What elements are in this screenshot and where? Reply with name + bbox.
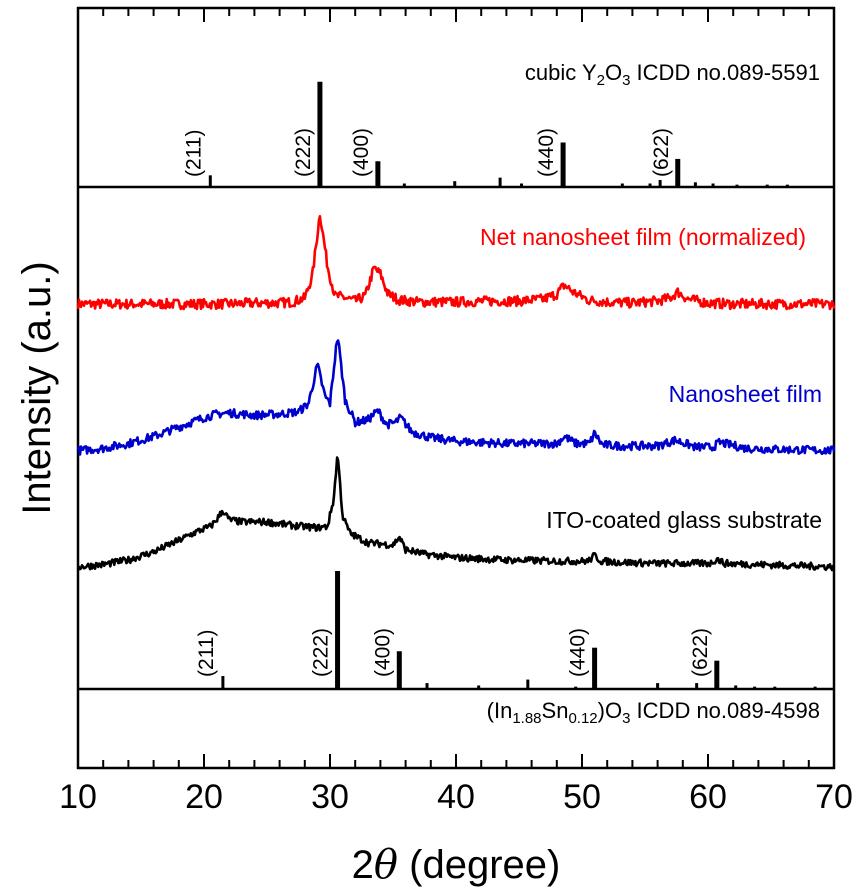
bottom-reference-hkl-label: (400) — [371, 628, 394, 677]
x-tick-label-40: 40 — [437, 778, 475, 816]
label-subscript: 0.12 — [568, 710, 597, 727]
x-axis-label-theta: θ — [374, 842, 398, 888]
top-reference-hkl-label: (222) — [292, 128, 315, 177]
x-tick-label-10: 10 — [59, 778, 97, 816]
label-subscript: 2 — [597, 72, 605, 89]
diffraction-traces — [76, 215, 836, 572]
top-reference-pattern: (211) (222) (400) (440) (622) — [182, 81, 789, 187]
trace-net-nanosheet-film-normalized — [76, 215, 836, 311]
x-tick-label-50: 50 — [563, 778, 601, 816]
label-text: (In — [487, 698, 513, 723]
label-subscript: 3 — [622, 710, 630, 727]
x-tick-label-60: 60 — [689, 778, 727, 816]
label-text: O — [605, 60, 622, 85]
bottom-reference-pattern: (211) (222) (400) (440) (622) — [195, 571, 817, 689]
trace-nanosheet-film — [76, 339, 836, 456]
x-tick-labels: 10 20 30 40 50 60 70 — [59, 778, 853, 816]
top-reference-label: cubic Y2O3 ICDD no.089-5591 — [525, 60, 820, 89]
x-tick-label-20: 20 — [185, 778, 223, 816]
bottom-axis-ticks — [77, 754, 835, 768]
series-label-net-nanosheet-film: Net nanosheet film (normalized) — [480, 224, 806, 250]
bottom-reference-hkl-label: (211) — [195, 630, 218, 677]
bottom-reference-label: (In1.88Sn0.12)O3 ICDD no.089-4598 — [487, 698, 820, 727]
series-label-nanosheet-film: Nanosheet film — [669, 381, 822, 407]
bottom-reference-hkl-label: (622) — [689, 628, 712, 677]
label-text: ICDD no.089-4598 — [630, 698, 820, 723]
label-text: cubic Y — [525, 60, 597, 85]
x-axis-label-prefix: 2 — [352, 843, 374, 887]
top-axis-ticks — [77, 8, 835, 22]
label-subscript: 1.88 — [512, 710, 541, 727]
top-reference-hkl-label: (400) — [350, 128, 373, 177]
bottom-reference-hkl-label: (440) — [567, 628, 590, 677]
label-text: )O — [598, 698, 622, 723]
trace-ito-coated-glass-substrate — [76, 456, 836, 572]
x-tick-label-70: 70 — [815, 778, 853, 816]
x-axis-label: 2θ (degree) — [352, 842, 561, 888]
x-tick-label-30: 30 — [311, 778, 349, 816]
bottom-reference-hkl-label: (222) — [310, 628, 333, 677]
series-label-ito-coated-glass-substrate: ITO-coated glass substrate — [546, 507, 822, 533]
x-axis-label-suffix: (degree) — [398, 843, 560, 887]
top-reference-hkl-label: (622) — [650, 128, 673, 177]
label-text: ICDD no.089-5591 — [630, 60, 820, 85]
label-text: Sn — [542, 698, 569, 723]
y-axis-label: Intensity (a.u.) — [15, 261, 59, 514]
top-reference-hkl-label: (440) — [535, 128, 558, 177]
top-reference-hkl-label: (211) — [182, 130, 205, 177]
label-subscript: 3 — [622, 72, 630, 89]
